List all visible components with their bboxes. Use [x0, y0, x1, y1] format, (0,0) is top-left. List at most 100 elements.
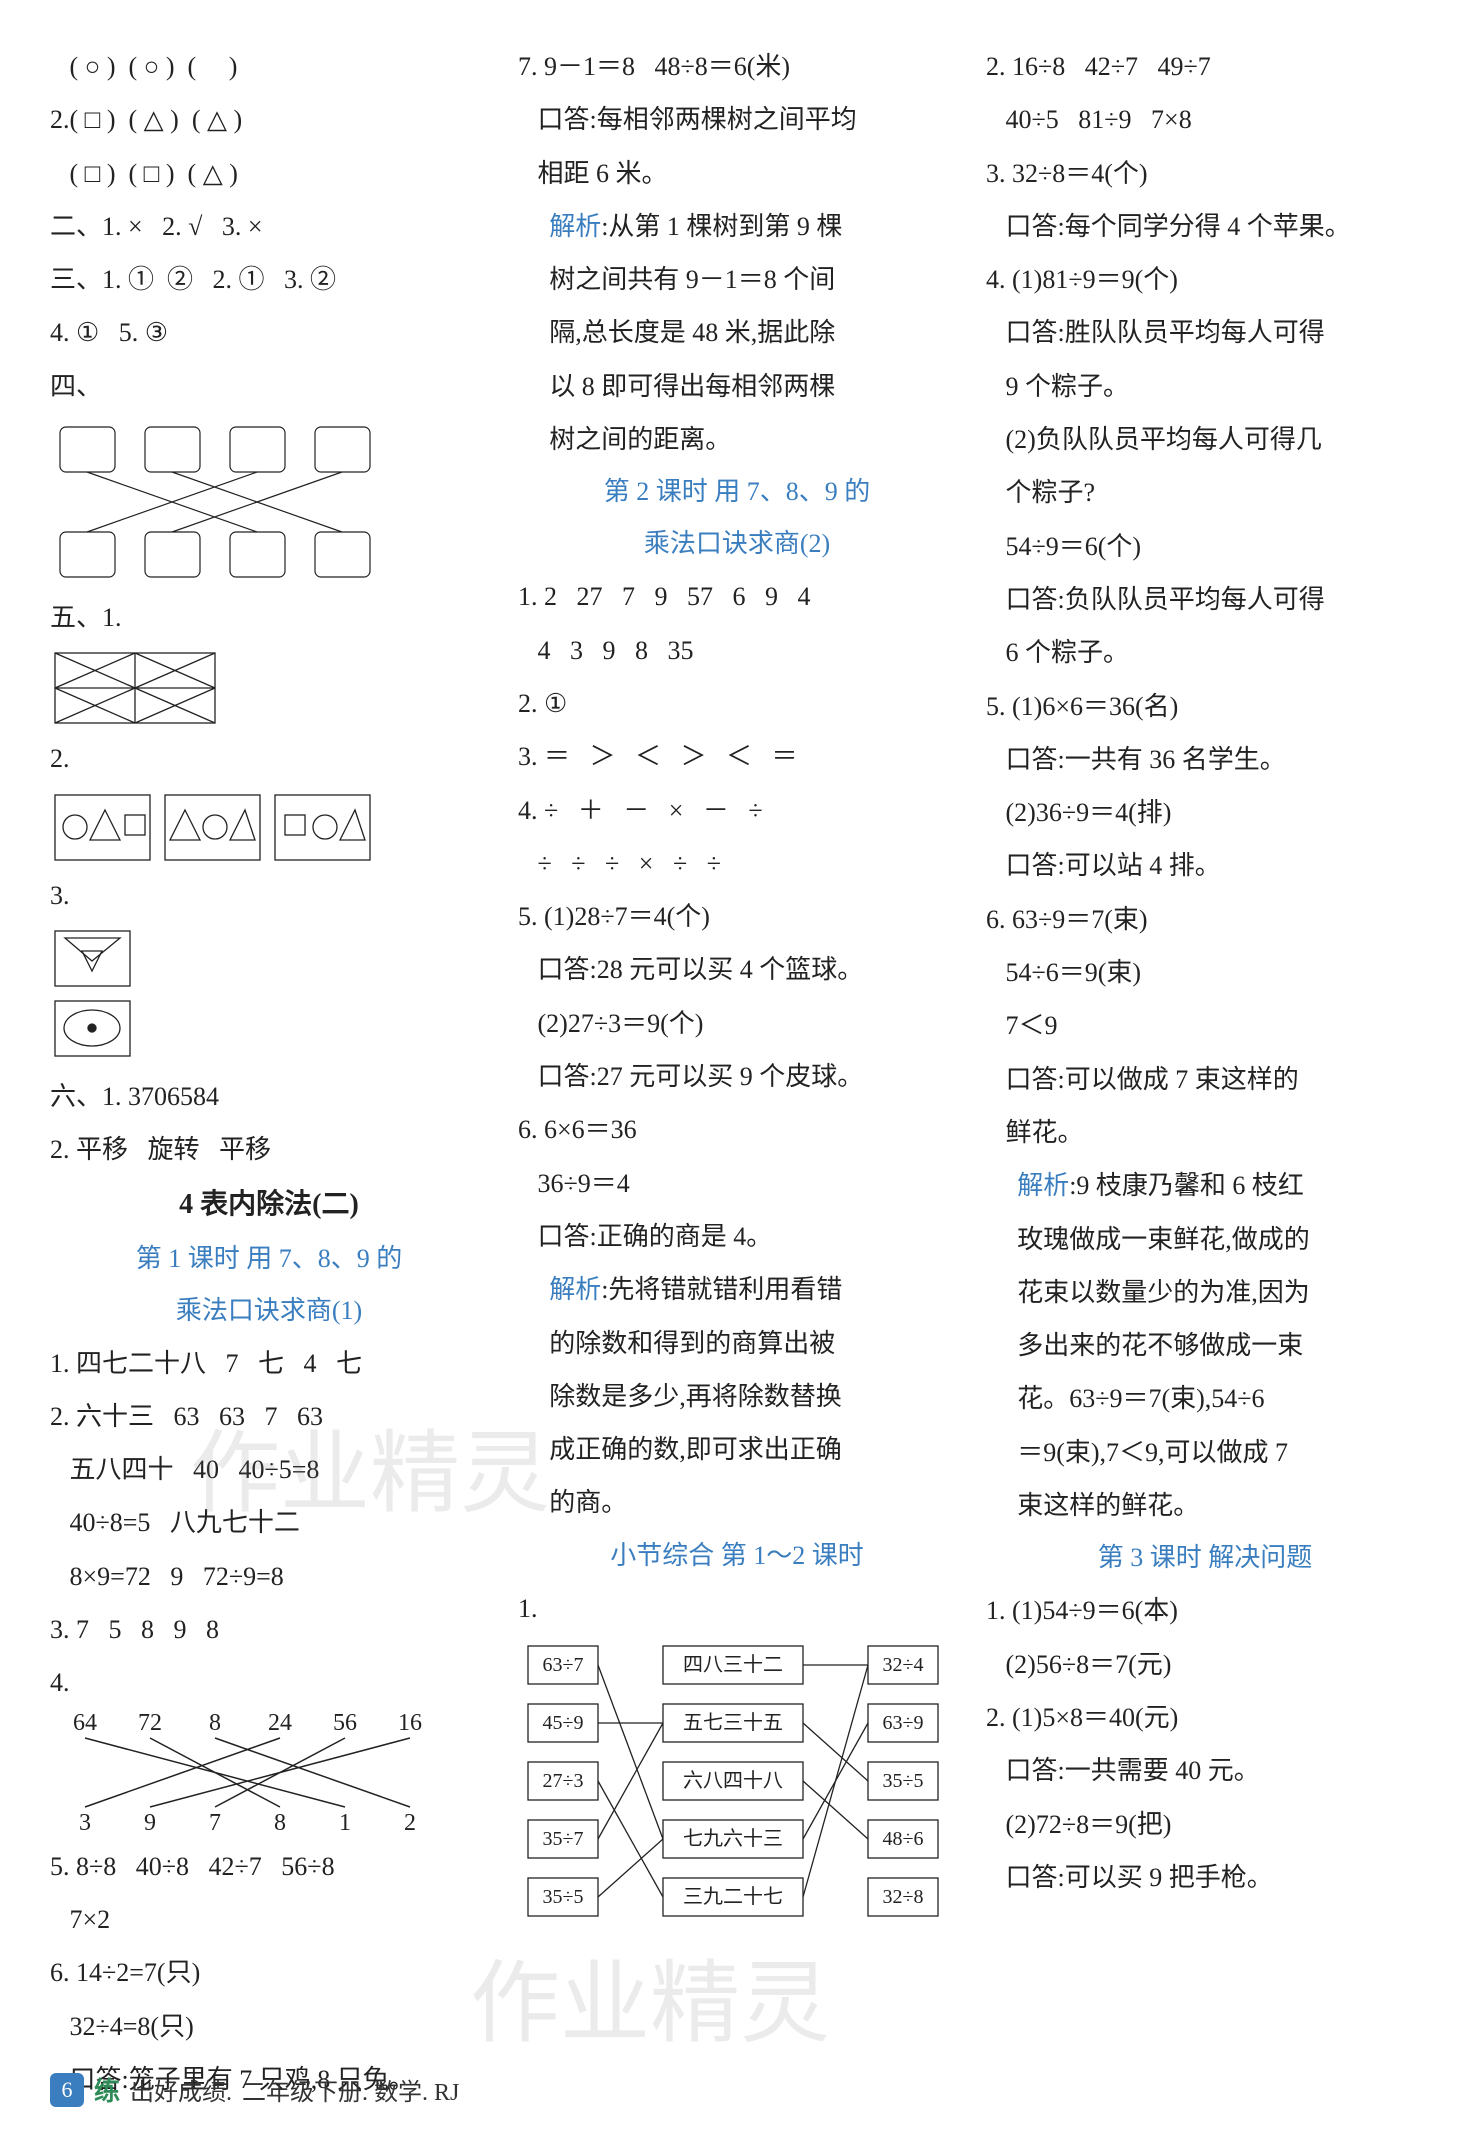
- c1-p2c: 40÷8=5 八九七十二: [50, 1496, 488, 1549]
- svg-text:七九六十三: 七九六十三: [683, 1827, 783, 1850]
- c3-p2c: (2)72÷8＝9(把): [986, 1798, 1424, 1851]
- c3-e3: 花束以数量少的为准,因为: [986, 1266, 1424, 1319]
- svg-text:7: 7: [209, 1810, 221, 1836]
- c3-l3b: 口答:胜队队员平均每人可得: [986, 306, 1424, 359]
- svg-text:35÷5: 35÷5: [883, 1770, 924, 1792]
- analysis-label: 解析: [549, 212, 601, 241]
- c1-l1: ( ○ ) ( ○ ) ( ): [50, 40, 488, 93]
- c3-l3c: 9 个粽子。: [986, 360, 1424, 413]
- c3-exl: 解析:9 枝康乃馨和 6 枝红: [986, 1159, 1424, 1212]
- q4-matching-diagram: 64728245616397812: [50, 1710, 480, 1840]
- c2-e2e: 的商。: [518, 1476, 956, 1529]
- c3-e5: 花。63÷9＝7(束),54÷6: [986, 1372, 1424, 1425]
- svg-text:45÷9: 45÷9: [543, 1712, 584, 1734]
- unit-4-title: 4 表内除法(二): [50, 1177, 488, 1233]
- c3-l5c: 7＜9: [986, 999, 1424, 1052]
- lesson-2-title-a: 第 2 课时 用 7、8、9 的: [518, 466, 956, 518]
- c2-e2c: 除数是多少,再将除数替换: [518, 1370, 956, 1423]
- c1-p6b: 32÷4=8(只): [50, 2000, 488, 2053]
- svg-text:四八三十二: 四八三十二: [683, 1653, 783, 1676]
- c1-p1: 1. 四七二十八 7 七 4 七: [50, 1337, 488, 1390]
- c2-e2l: 解析:先将错就错利用看错: [518, 1263, 956, 1316]
- svg-text:3: 3: [79, 1810, 91, 1836]
- svg-text:72: 72: [138, 1710, 162, 1736]
- c3-l5: 6. 63÷9＝7(束): [986, 893, 1424, 946]
- c2-p5b: 口答:28 元可以买 4 个篮球。: [518, 943, 956, 996]
- c1-l3: ( □ ) ( □ ) ( △ ): [50, 147, 488, 200]
- lesson-1-title-b: 乘法口诀求商(1): [50, 1285, 488, 1337]
- svg-text:35÷5: 35÷5: [543, 1886, 584, 1908]
- c1-p6: 6. 14÷2=7(只): [50, 1946, 488, 1999]
- svg-text:48÷6: 48÷6: [883, 1828, 924, 1850]
- c1-l9: 2.: [50, 732, 488, 785]
- c1-l6: 4. ① 5. ③: [50, 306, 488, 359]
- c3-l3g: 口答:负队队员平均每人可得: [986, 573, 1424, 626]
- lesson-2-title-b: 乘法口诀求商(2): [518, 518, 956, 570]
- c1-p2: 2. 六十三 63 63 7 63: [50, 1390, 488, 1443]
- c3-l4: 5. (1)6×6＝36(名): [986, 680, 1424, 733]
- c2-p1: 1. 2 27 7 9 57 6 9 4: [518, 570, 956, 623]
- c2-p6: 6. 6×6＝36: [518, 1103, 956, 1156]
- animal-match-diagram: [50, 417, 410, 587]
- footer-brand-suffix: 出好成绩.: [130, 2072, 232, 2107]
- c1-p4: 4.: [50, 1656, 488, 1709]
- c3-l3f: 54÷9＝6(个): [986, 520, 1424, 573]
- c3-e7: 束这样的鲜花。: [986, 1479, 1424, 1532]
- page-footer: 6 练 出好成绩. 二年级下册. 数学. RJ: [50, 2071, 459, 2108]
- svg-text:六八四十八: 六八四十八: [683, 1769, 783, 1792]
- svg-text:24: 24: [268, 1710, 292, 1736]
- lesson-1-title-a: 第 1 课时 用 7、8、9 的: [50, 1233, 488, 1285]
- c1-l7: 四、: [50, 360, 488, 413]
- c1-l8: 五、1.: [50, 591, 488, 644]
- analysis-label-3: 解析: [1017, 1171, 1069, 1200]
- c2-expl2: 树之间共有 9－1＝8 个间: [518, 253, 956, 306]
- c1-l10: 3.: [50, 869, 488, 922]
- c2-e2b: 的除数和得到的商算出被: [518, 1317, 956, 1370]
- shape-5-3: [50, 926, 140, 1066]
- c1-l5: 三、1. ① ② 2. ① 3. ②: [50, 253, 488, 306]
- svg-text:8: 8: [209, 1710, 221, 1736]
- c3-e6: ＝9(束),7＜9,可以做成 7: [986, 1426, 1424, 1479]
- c3-l2: 3. 32÷8＝4(个): [986, 147, 1424, 200]
- c2-expl3: 隔,总长度是 48 米,据此除: [518, 306, 956, 359]
- c2-l1: 7. 9－1＝8 48÷8＝6(米): [518, 40, 956, 93]
- c3-l3: 4. (1)81÷9＝9(个): [986, 253, 1424, 306]
- c2-l2: 口答:每相邻两棵树之间平均: [518, 93, 956, 146]
- c2-expl1-t: :从第 1 棵树到第 9 棵: [601, 212, 842, 241]
- c2-p6b: 36÷9＝4: [518, 1157, 956, 1210]
- c1-p2b: 五八四十 40 40÷5=8: [50, 1443, 488, 1496]
- c1-p2d: 8×9=72 9 72÷9=8: [50, 1550, 488, 1603]
- c3-p1b: (2)56÷8＝7(元): [986, 1638, 1424, 1691]
- match2-diagram: 63÷745÷927÷335÷735÷5四八三十二五七三十五六八四十八七九六十三…: [518, 1635, 948, 1955]
- c2-p4: 4. ÷ ＋ － × － ÷: [518, 784, 956, 837]
- c1-l4: 二、1. × 2. √ 3. ×: [50, 200, 488, 253]
- c2-e2d: 成正确的数,即可求出正确: [518, 1423, 956, 1476]
- footer-series: 二年级下册. 数学. RJ: [242, 2072, 459, 2107]
- svg-text:35÷7: 35÷7: [543, 1828, 584, 1850]
- svg-text:63÷9: 63÷9: [883, 1712, 924, 1734]
- svg-text:16: 16: [398, 1710, 422, 1736]
- shape-5-2: [50, 790, 380, 865]
- c3-l4c: (2)36÷9＝4(排): [986, 786, 1424, 839]
- page-number-badge: 6: [50, 2073, 84, 2107]
- svg-text:9: 9: [144, 1810, 156, 1836]
- c1-l12: 2. 平移 旋转 平移: [50, 1123, 488, 1176]
- column-2: 7. 9－1＝8 48÷8＝6(米) 口答:每相邻两棵树之间平均 相距 6 米。…: [518, 40, 956, 2106]
- c2-expl5: 树之间的距离。: [518, 413, 956, 466]
- c3-p2d: 口答:可以买 9 把手枪。: [986, 1851, 1424, 1904]
- svg-text:32÷4: 32÷4: [883, 1654, 924, 1676]
- c3-l3d: (2)负队队员平均每人可得几: [986, 413, 1424, 466]
- c2-m1l: 1.: [518, 1582, 956, 1635]
- c3-l3e: 个粽子?: [986, 466, 1424, 519]
- section-combo-title: 小节综合 第 1～2 课时: [518, 1530, 956, 1582]
- c2-p4b: ÷ ÷ ÷ × ÷ ÷: [518, 837, 956, 890]
- svg-text:8: 8: [274, 1810, 286, 1836]
- c1-l11: 六、1. 3706584: [50, 1070, 488, 1123]
- c3-l5e: 鲜花。: [986, 1106, 1424, 1159]
- c1-p5b: 7×2: [50, 1893, 488, 1946]
- c2-p6c: 口答:正确的商是 4。: [518, 1210, 956, 1263]
- c2-p3: 3. ＝ ＞ ＜ ＞ ＜ ＝: [518, 730, 956, 783]
- c3-l1: 2. 16÷8 42÷7 49÷7: [986, 40, 1424, 93]
- svg-text:五七三十五: 五七三十五: [683, 1711, 783, 1734]
- svg-text:2: 2: [404, 1810, 416, 1836]
